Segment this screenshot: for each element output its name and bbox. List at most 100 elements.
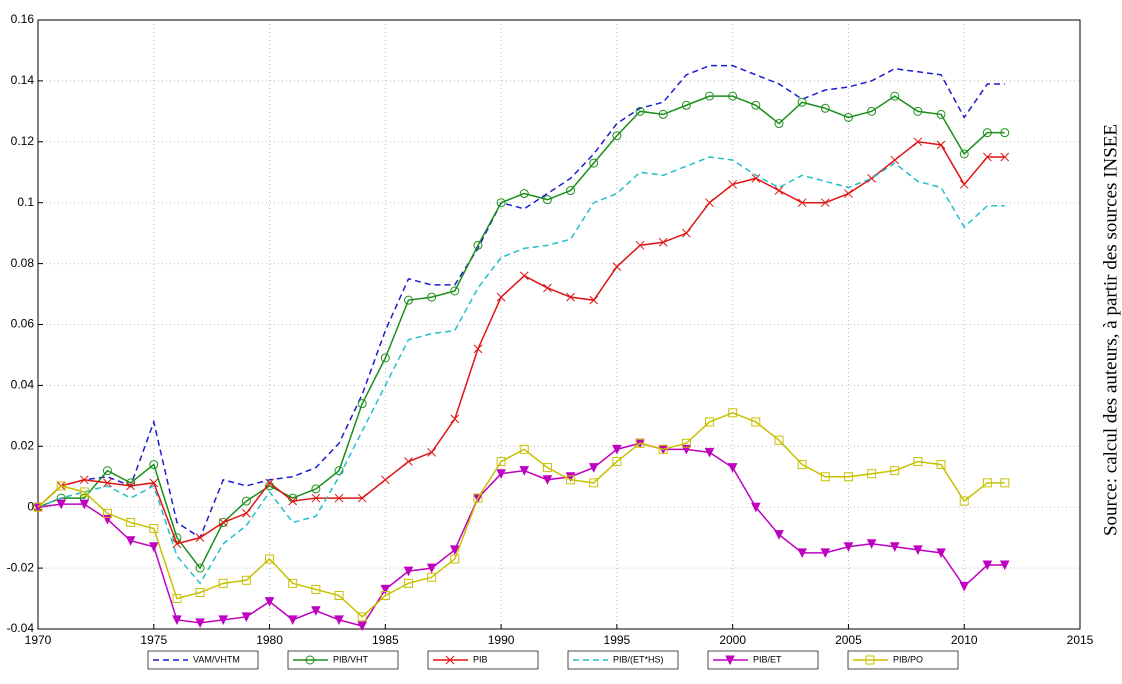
marker xyxy=(635,438,645,448)
marker xyxy=(658,109,668,119)
marker xyxy=(149,478,159,488)
marker xyxy=(265,554,275,564)
marker xyxy=(357,612,367,622)
marker xyxy=(728,408,738,418)
marker xyxy=(33,502,43,512)
marker xyxy=(427,448,436,457)
legend-item: PIB/PO xyxy=(847,650,959,670)
legend-label: PIB/PO xyxy=(893,654,923,664)
marker xyxy=(305,655,315,665)
legend-label: VAM/VHTM xyxy=(193,654,240,664)
marker xyxy=(959,180,969,189)
source-annotation: Source: calcul des auteurs, à partir des… xyxy=(1100,124,1121,536)
marker xyxy=(728,180,738,189)
legend-box xyxy=(707,650,819,670)
marker xyxy=(334,591,344,601)
marker xyxy=(445,655,455,665)
marker xyxy=(427,292,437,302)
legend-box xyxy=(287,650,399,670)
marker xyxy=(867,106,877,116)
series-line xyxy=(37,95,1005,570)
marker xyxy=(658,444,668,454)
marker xyxy=(566,292,575,302)
x-tick-label: 1990 xyxy=(488,633,515,647)
marker xyxy=(519,466,530,476)
marker xyxy=(380,584,391,595)
marker xyxy=(195,563,205,573)
marker xyxy=(403,578,413,588)
marker xyxy=(195,587,205,597)
marker xyxy=(148,542,159,552)
legend-box xyxy=(147,650,259,670)
x-tick-label: 1975 xyxy=(140,633,167,647)
legend-item: PIB/ET xyxy=(707,650,819,670)
marker xyxy=(311,493,321,503)
marker xyxy=(913,545,923,555)
legend-item: PIB/VHT xyxy=(287,650,399,670)
marker xyxy=(589,478,599,488)
marker xyxy=(79,499,90,510)
marker xyxy=(725,655,735,666)
marker xyxy=(496,469,506,479)
marker xyxy=(311,484,321,494)
marker xyxy=(334,615,344,625)
marker xyxy=(705,198,714,208)
marker xyxy=(865,655,875,665)
marker xyxy=(357,399,367,409)
marker xyxy=(774,435,784,445)
marker xyxy=(288,578,298,588)
x-tick-label: 1970 xyxy=(25,633,52,647)
marker xyxy=(681,438,691,448)
marker xyxy=(519,189,529,199)
y-tick-label: 0.12 xyxy=(11,134,35,148)
y-tick-label: 0.06 xyxy=(11,317,35,331)
legend-item: VAM/VHTM xyxy=(147,650,259,670)
marker xyxy=(126,481,135,491)
marker xyxy=(566,186,576,196)
marker xyxy=(705,91,715,101)
marker xyxy=(913,457,923,467)
marker xyxy=(797,548,807,558)
marker xyxy=(936,109,946,119)
legend-label: PIB/ET xyxy=(753,654,782,664)
marker xyxy=(542,475,553,485)
marker xyxy=(404,457,413,466)
marker xyxy=(635,106,645,116)
marker xyxy=(1000,128,1010,138)
marker xyxy=(102,466,112,476)
y-tick-label: 0.14 xyxy=(11,73,35,87)
marker xyxy=(751,417,761,427)
marker xyxy=(218,615,229,625)
marker xyxy=(1000,152,1010,162)
marker xyxy=(403,295,413,305)
marker xyxy=(820,472,830,482)
legend-box xyxy=(427,650,539,670)
marker xyxy=(589,158,599,168)
marker xyxy=(241,612,252,622)
series-line xyxy=(37,141,1005,545)
marker xyxy=(588,463,599,473)
marker xyxy=(241,575,251,585)
marker xyxy=(843,112,853,122)
marker xyxy=(218,578,228,588)
marker xyxy=(612,262,622,271)
marker xyxy=(357,493,367,503)
marker xyxy=(612,457,622,467)
marker xyxy=(635,240,645,250)
y-tick-label: -0.04 xyxy=(7,621,35,635)
marker xyxy=(844,189,853,198)
x-tick-label: 1985 xyxy=(372,633,399,647)
marker xyxy=(774,119,784,129)
marker xyxy=(450,286,460,296)
marker xyxy=(982,128,992,138)
marker xyxy=(889,542,900,552)
legend-label: PIB/VHT xyxy=(333,654,369,664)
marker xyxy=(450,554,460,564)
marker xyxy=(449,545,460,555)
marker xyxy=(751,502,761,513)
marker xyxy=(56,481,66,491)
marker xyxy=(542,195,552,205)
marker xyxy=(936,460,946,470)
x-tick-label: 1995 xyxy=(604,633,631,647)
